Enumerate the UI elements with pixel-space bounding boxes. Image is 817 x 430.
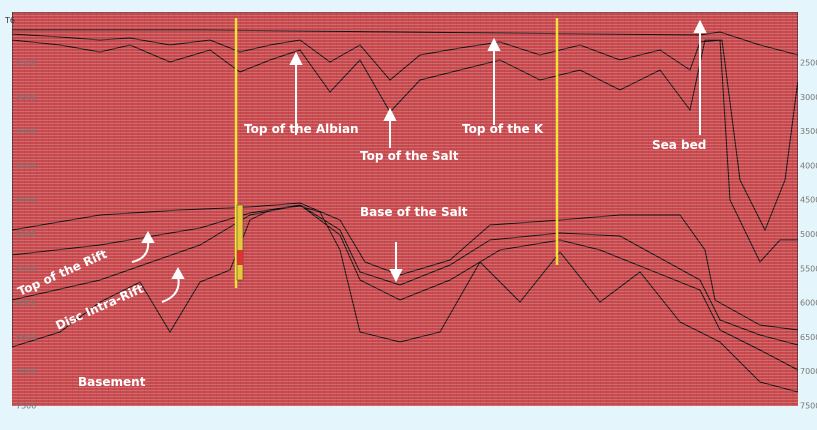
depth-label: 2500 [16,59,36,68]
depth-label: 6000 [16,299,36,308]
arrows [131,19,707,303]
depth-label: 4000 [16,161,36,170]
depth-label: 4000 [800,161,817,170]
depth-label: 7500 [800,402,817,411]
annotation: Base of the Salt [360,205,468,219]
depth-label: 4500 [16,196,36,205]
depth-label: 6500 [16,333,36,342]
seismic-texture [12,12,798,406]
depth-label: 5000 [16,230,36,239]
annotation: Basement [78,375,146,389]
well-log [236,204,244,281]
depth-label: 7000 [16,367,36,376]
depth-label: 3000 [16,93,36,102]
depth-label: 3000 [800,93,817,102]
well-log-segment [237,250,243,265]
depth-label: 5500 [800,264,817,273]
depth-label: 5500 [16,264,36,273]
depth-label: 3500 [16,127,36,136]
depth-label: 7000 [800,367,817,376]
depth-label: 3500 [800,127,817,136]
depth-label: 5000 [800,230,817,239]
depth-label: 6500 [800,333,817,342]
annotation: Top of the K [462,122,544,136]
annotation: Sea bed [652,138,706,152]
layers [12,12,798,406]
depth-label: 7500 [16,402,36,411]
depth-label: 4500 [800,196,817,205]
right-margin [798,12,817,406]
depth-label: 6000 [800,299,817,308]
annotation: Top of the Albian [244,122,359,136]
depth-label: 2500 [800,59,817,68]
horizon-label: T6 [4,16,15,25]
annotation: Top of the Salt [360,149,459,163]
